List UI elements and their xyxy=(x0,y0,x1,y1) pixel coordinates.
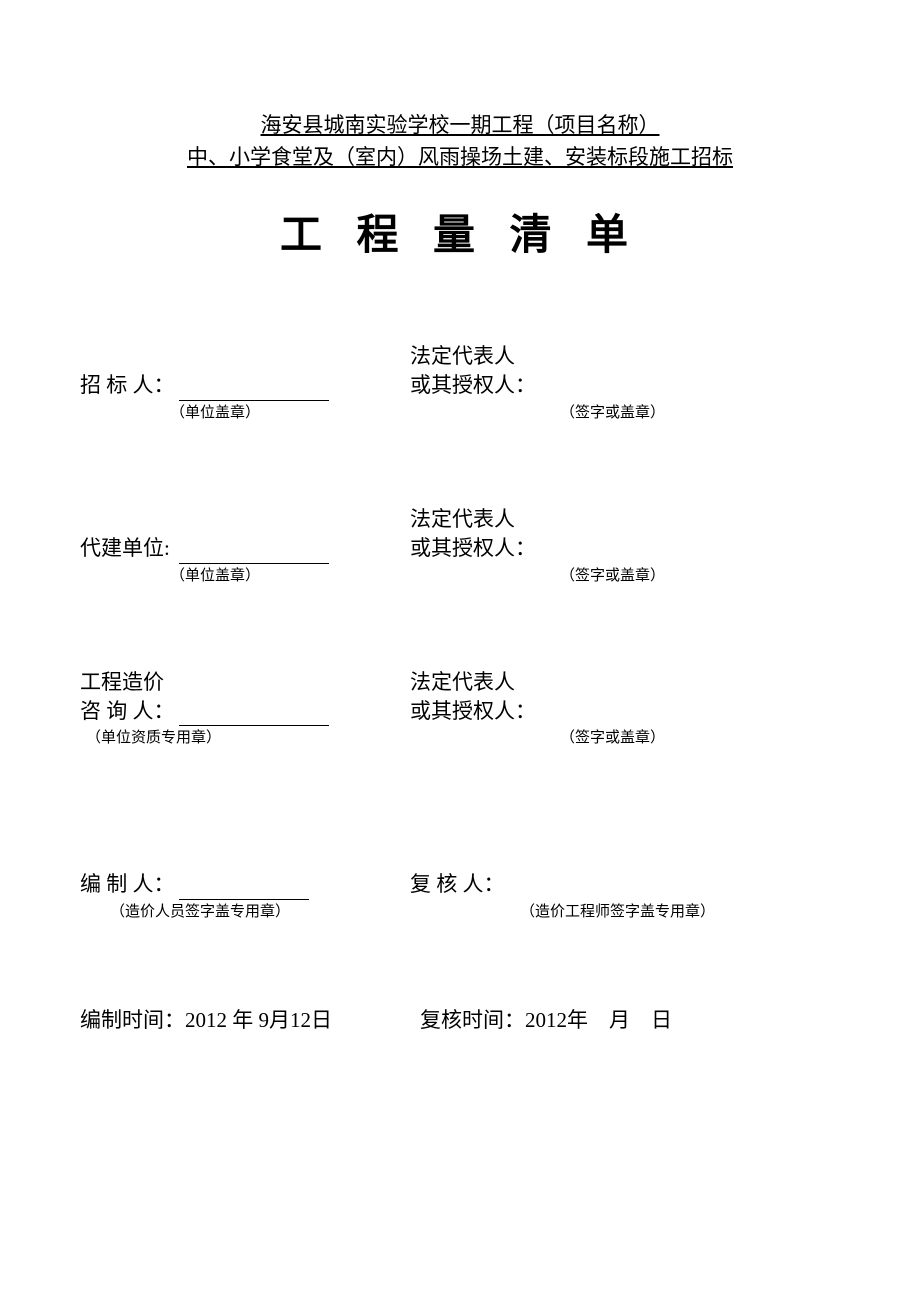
agent-blank xyxy=(179,540,329,564)
agent-legal-rep-line1: 法定代表人 xyxy=(410,505,840,534)
consultant-line2: 咨 询 人： xyxy=(80,699,175,723)
signature-block-prepare-review: 编 制 人： （造价人员签字盖专用章） 复 核 人： （造价工程师签字盖专用章） xyxy=(80,870,840,923)
date-row: 编制时间：2012 年 9月12日 复核时间：2012年 月 日 xyxy=(80,1004,840,1034)
consultant-row: 咨 询 人： xyxy=(80,697,410,726)
document-title: 工 程 量 清 单 xyxy=(80,201,840,262)
tenderer-row: 招 标 人： xyxy=(80,342,410,401)
preparer-blank xyxy=(179,876,309,900)
signature-block-agent: 代建单位: （单位盖章） 法定代表人 或其授权人： （签字或盖章） xyxy=(80,505,840,588)
preparer-note: （造价人员签字盖专用章） xyxy=(80,900,410,924)
consultant-line1: 工程造价 xyxy=(80,668,410,697)
preparer-label: 编 制 人： xyxy=(80,872,175,896)
document-header: 海安县城南实验学校一期工程（项目名称） 中、小学食堂及（室内）风雨操场土建、安装… xyxy=(80,110,840,262)
review-date-label: 复核时间： xyxy=(420,1008,525,1032)
legal-rep-line1: 法定代表人 xyxy=(410,342,840,371)
review-date: 复核时间：2012年 月 日 xyxy=(420,1004,840,1034)
tenderer-note: （单位盖章） xyxy=(80,401,410,425)
review-date-value: 2012年 月 日 xyxy=(525,1008,672,1032)
consultant-legal-rep-line1: 法定代表人 xyxy=(410,668,840,697)
reviewer-note: （造价工程师签字盖专用章） xyxy=(410,900,840,924)
signature-block-consultant: 工程造价 咨 询 人： （单位资质专用章） 法定代表人 或其授权人： （签字或盖… xyxy=(80,668,840,751)
agent-label: 代建单位: xyxy=(80,536,170,560)
agent-legal-rep-line2: 或其授权人： xyxy=(410,534,840,563)
signature-block-tenderer: 招 标 人： （单位盖章） 法定代表人 或其授权人： （签字或盖章） xyxy=(80,342,840,425)
preparer-row: 编 制 人： xyxy=(80,870,410,899)
signature-area: 招 标 人： （单位盖章） 法定代表人 或其授权人： （签字或盖章） 代建单位:… xyxy=(80,342,840,1034)
prepare-date: 编制时间：2012 年 9月12日 xyxy=(80,1004,420,1034)
reviewer-row: 复 核 人： xyxy=(410,870,840,899)
consultant-legal-rep-line2: 或其授权人： xyxy=(410,697,840,726)
consultant-blank xyxy=(179,702,329,726)
project-name-line-1: 海安县城南实验学校一期工程（项目名称） xyxy=(261,110,660,142)
agent-legal-rep-note: （签字或盖章） xyxy=(410,564,840,588)
project-name-line-2: 中、小学食堂及（室内）风雨操场土建、安装标段施工招标 xyxy=(187,142,733,174)
prepare-date-label: 编制时间： xyxy=(80,1008,185,1032)
legal-rep-note: （签字或盖章） xyxy=(410,401,840,425)
consultant-note: （单位资质专用章） xyxy=(80,726,410,750)
prepare-date-value: 2012 年 9月12日 xyxy=(185,1008,332,1032)
reviewer-label: 复 核 人： xyxy=(410,872,505,896)
consultant-legal-rep-note: （签字或盖章） xyxy=(410,726,840,750)
tenderer-blank xyxy=(179,377,329,401)
legal-rep-line2: 或其授权人： xyxy=(410,371,840,400)
agent-row: 代建单位: xyxy=(80,505,410,564)
agent-note: （单位盖章） xyxy=(80,564,410,588)
tenderer-label: 招 标 人： xyxy=(80,373,175,397)
